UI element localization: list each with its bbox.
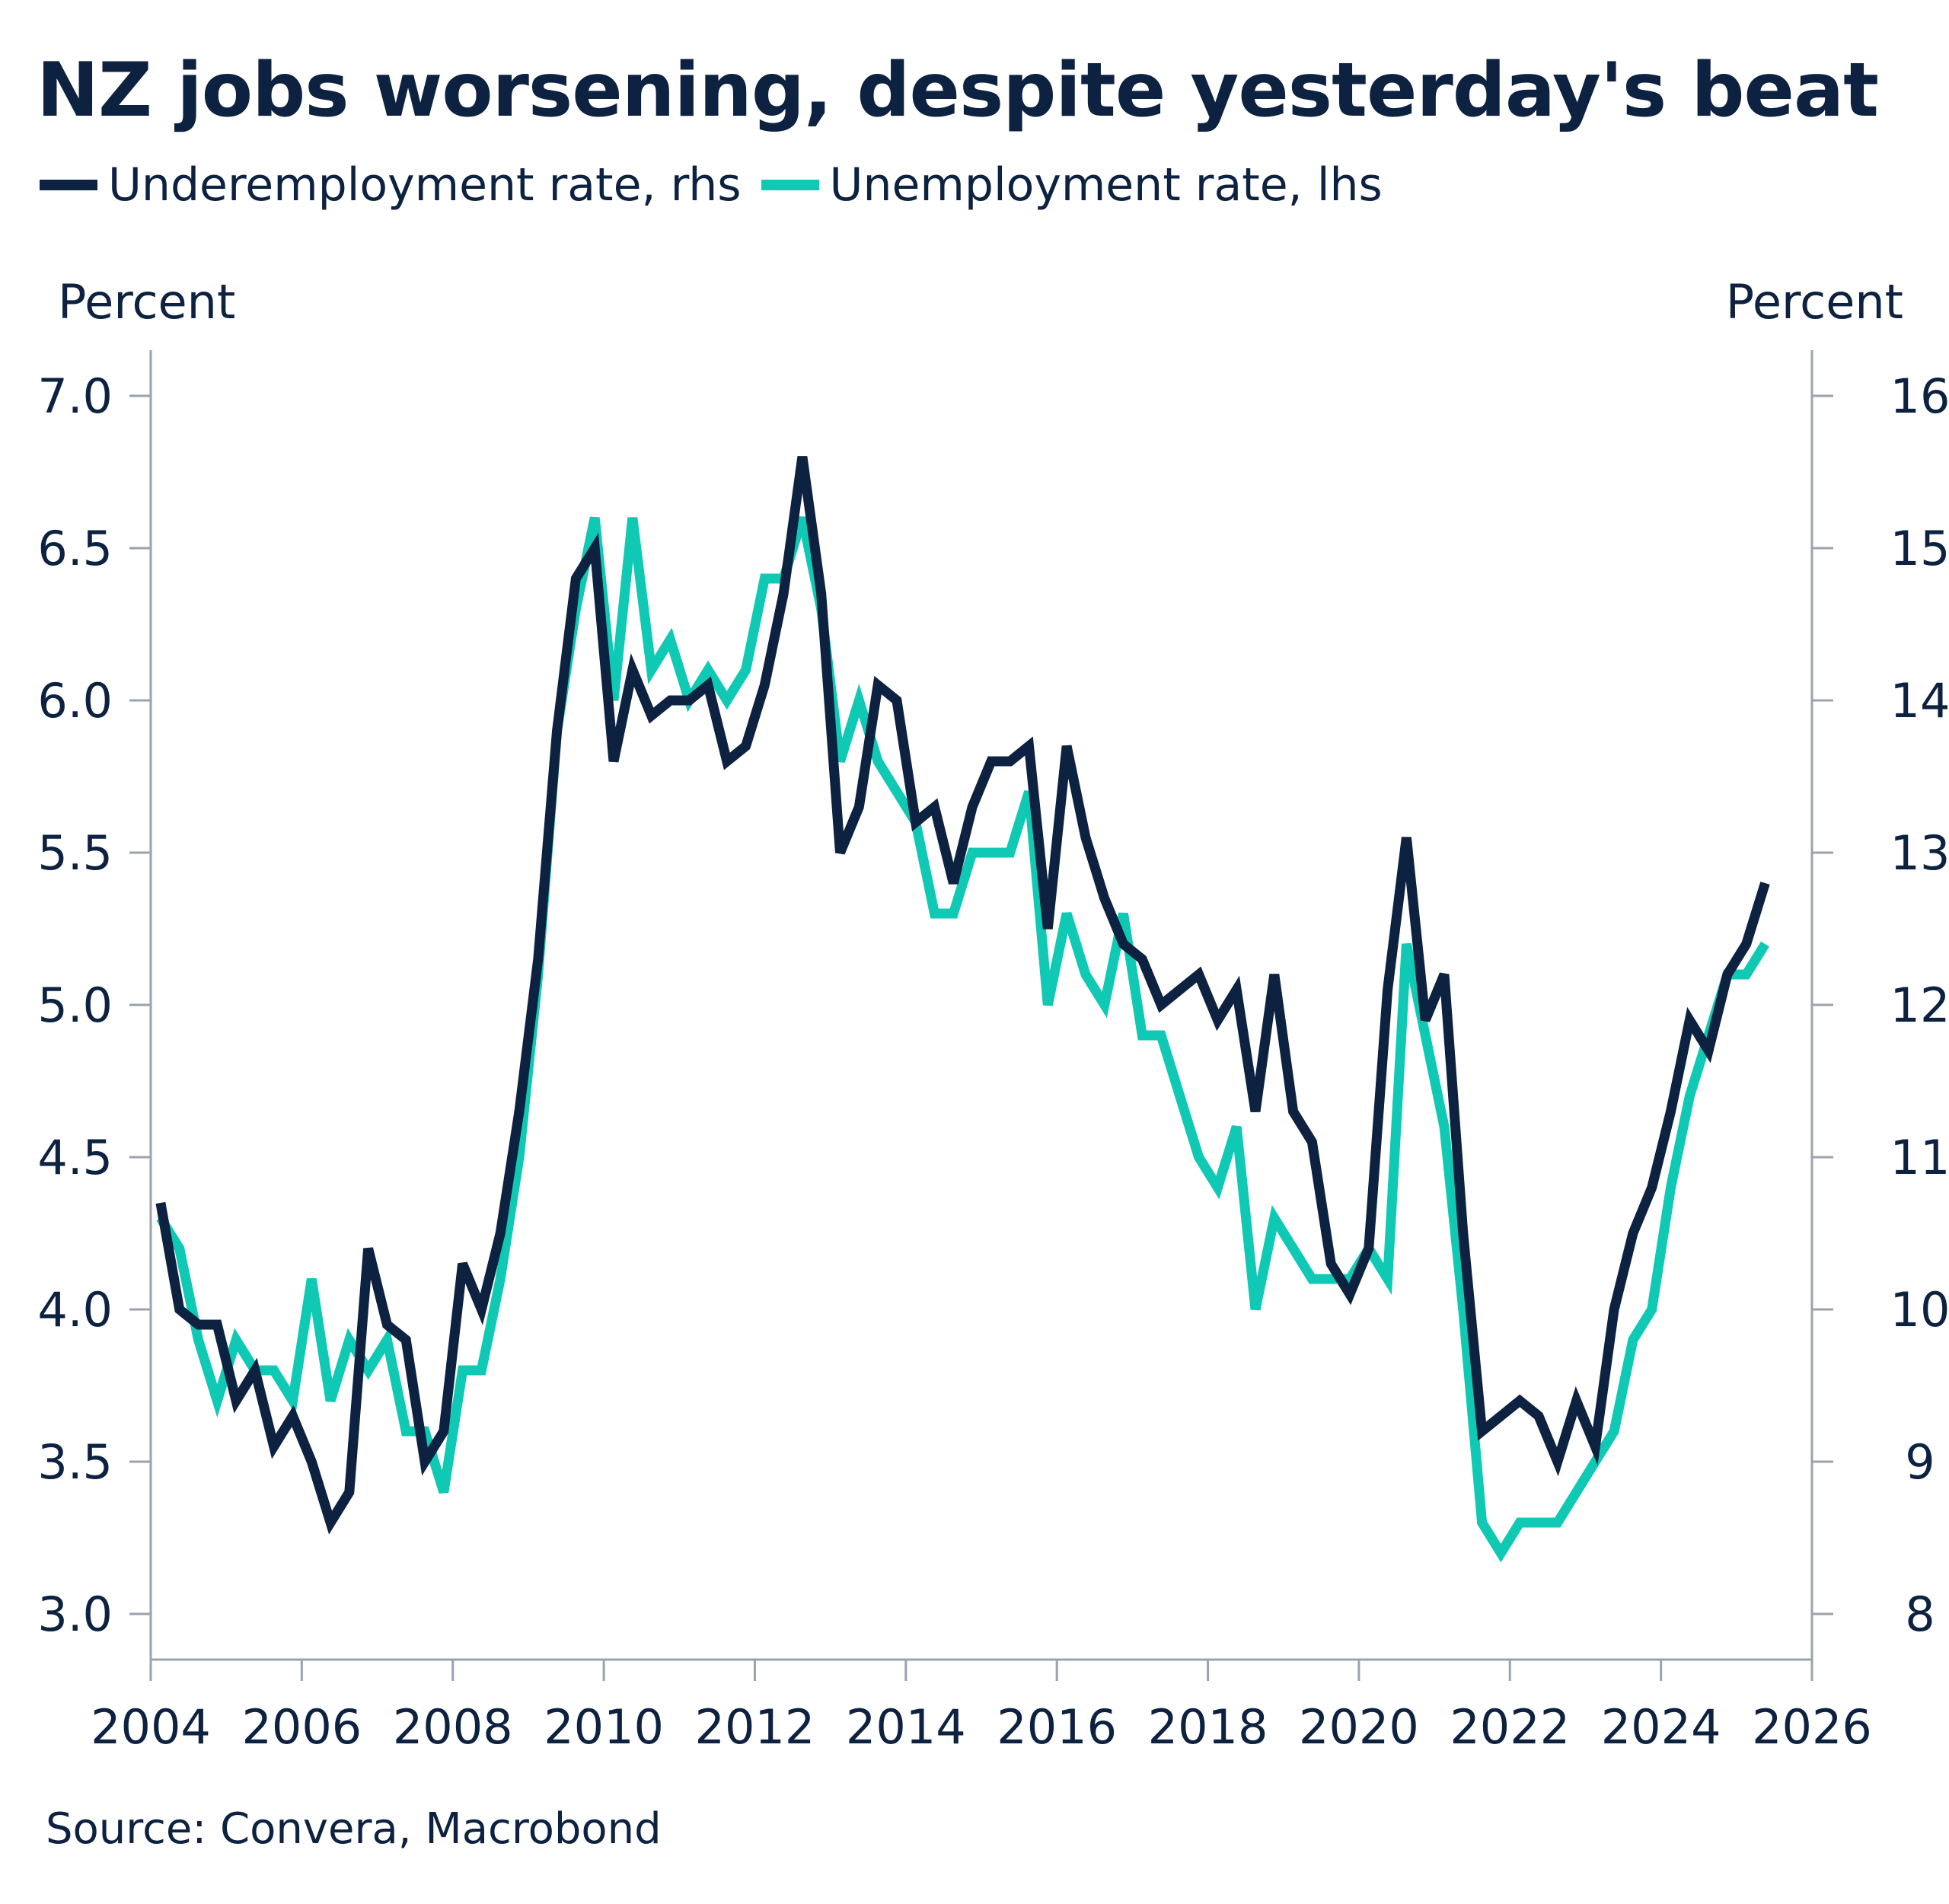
- x-axis-tick-label: 2022: [1450, 1699, 1570, 1755]
- source-note: Source: Convera, Macrobond: [46, 1804, 662, 1854]
- right-axis-tick-label: 12: [1890, 978, 1949, 1033]
- x-axis-tick-label: 2018: [1148, 1699, 1268, 1755]
- left-axis-tick-label: 7.0: [37, 368, 113, 424]
- x-axis-tick-label: 2020: [1299, 1699, 1419, 1755]
- x-axis-tick-label: 2008: [393, 1699, 513, 1755]
- left-axis-tick-label: 3.0: [37, 1587, 113, 1642]
- left-axis-tick-label: 4.0: [37, 1282, 113, 1338]
- left-axis-unit: Percent: [58, 274, 236, 330]
- left-axis-tick-label: 4.5: [37, 1130, 113, 1185]
- x-axis-tick-label: 2010: [544, 1699, 664, 1755]
- x-axis-tick-label: 2026: [1752, 1699, 1872, 1755]
- right-axis-tick-label: 8: [1905, 1587, 1935, 1642]
- right-axis-tick-label: 11: [1890, 1130, 1949, 1185]
- legend-swatch-underemployment: [40, 180, 97, 190]
- left-axis-tick-label: 5.5: [37, 825, 113, 881]
- left-axis-tick-label: 5.0: [37, 978, 113, 1033]
- right-axis-tick-label: 16: [1890, 368, 1949, 424]
- legend-item-underemployment: Underemployment rate, rhs: [40, 158, 742, 212]
- right-axis-tick-label: 15: [1890, 521, 1949, 576]
- right-axis-tick-label: 14: [1890, 673, 1949, 729]
- legend-label-underemployment: Underemployment rate, rhs: [108, 158, 742, 212]
- left-axis-tick-label: 3.5: [37, 1434, 113, 1490]
- legend-swatch-unemployment: [761, 180, 819, 190]
- x-axis-tick-label: 2024: [1601, 1699, 1721, 1755]
- left-axis-tick-label: 6.5: [37, 521, 113, 576]
- underemployment-series-line: [155, 456, 1770, 1535]
- x-axis-tick-label: 2006: [241, 1699, 362, 1755]
- unemployment-series-line: [156, 516, 1770, 1563]
- right-axis-tick-label: 10: [1890, 1282, 1949, 1338]
- x-axis-tick-label: 2012: [695, 1699, 815, 1755]
- chart-title: NZ jobs worsening, despite yesterday's b…: [37, 47, 1879, 134]
- x-axis-tick-label: 2004: [91, 1699, 211, 1755]
- x-axis-tick-label: 2016: [997, 1699, 1117, 1755]
- x-axis-tick-label: 2014: [846, 1699, 966, 1755]
- right-axis-unit: Percent: [1725, 274, 1903, 330]
- left-axis-tick-label: 6.0: [37, 673, 113, 729]
- legend-label-unemployment: Unemployment rate, lhs: [829, 158, 1383, 212]
- right-axis-tick-label: 9: [1905, 1434, 1935, 1490]
- legend: Underemployment rate, rhs Unemployment r…: [40, 158, 1402, 212]
- legend-item-unemployment: Unemployment rate, lhs: [761, 158, 1383, 212]
- right-axis-tick-label: 13: [1890, 825, 1949, 881]
